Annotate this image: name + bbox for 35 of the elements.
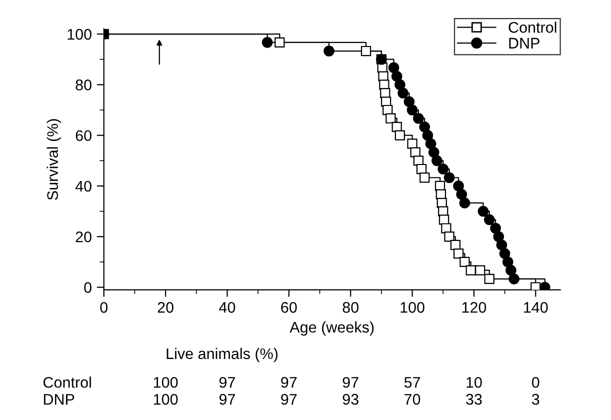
x-tick-label: 100 [400,302,424,313]
legend-label: Control [508,22,556,33]
y-tick-label: 40 [75,180,92,192]
text: 97 [281,394,297,405]
text: 97 [281,376,297,388]
x-axis-title: Age (weeks) [290,321,374,336]
x-tick-label: 140 [524,302,548,313]
y-tick-label: 60 [76,130,92,142]
text: 100 [154,394,178,405]
text: 33 [466,394,482,405]
legend-label: DNP [509,38,540,48]
x-tick-label: 80 [342,302,358,313]
y-axis-title: Survival (%) [46,119,62,200]
text: 93 [342,394,358,405]
x-tick-label: 60 [281,302,297,313]
x-tick-label: 40 [219,302,236,313]
y-tick-label: 100 [68,28,92,40]
y-tick-label: 20 [76,231,92,242]
text: 100 [154,376,178,388]
text: Control [43,376,91,388]
text: 97 [342,376,358,388]
text: 3 [532,394,540,405]
text: 57 [404,377,420,388]
x-tick-label: 120 [462,302,486,313]
x-tick-label: 0 [100,302,108,313]
text: 97 [219,376,235,388]
text: 0 [532,376,540,388]
text: 10 [466,376,482,388]
x-tick-label: 20 [158,302,174,313]
text: 70 [404,394,420,405]
text: 97 [219,394,235,405]
y-tick-label: 0 [84,282,92,293]
text: DNP [44,394,74,405]
text: Live animals (%) [166,348,278,362]
y-tick-label: 80 [76,80,92,90]
